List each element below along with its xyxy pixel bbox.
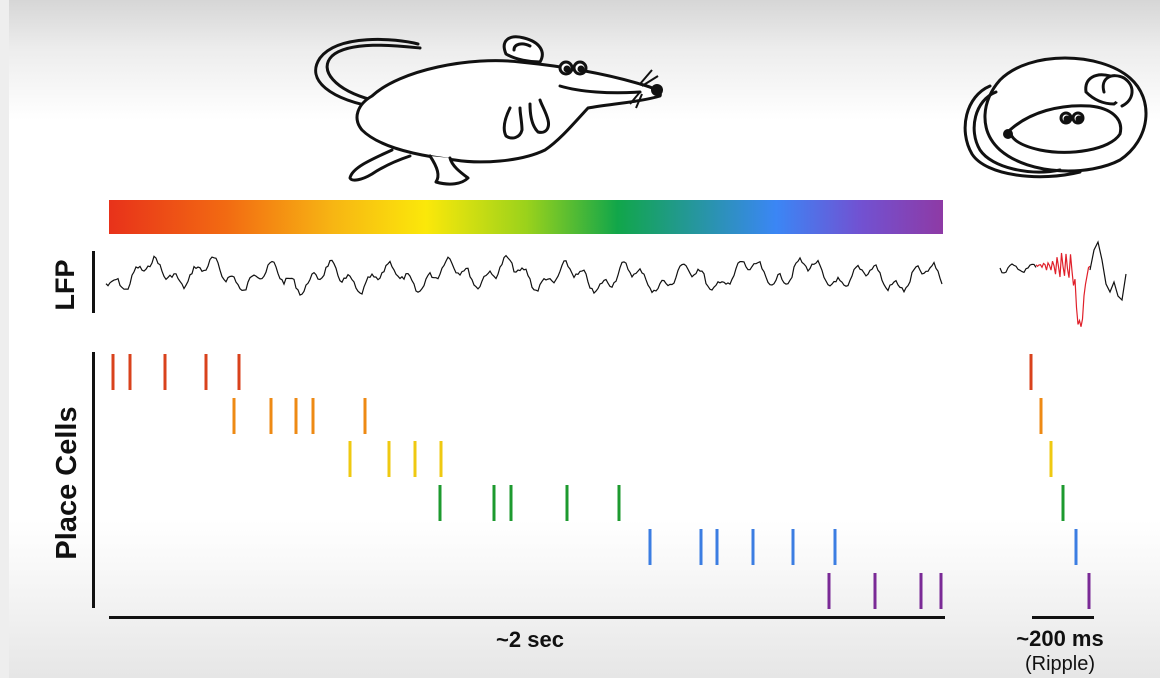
lfp-trace-sleep-tail	[1089, 240, 1127, 302]
ripple-label: (Ripple)	[1024, 653, 1096, 675]
ripple-time-scale-bar	[1032, 616, 1094, 619]
awake-time-scale-bar	[109, 616, 945, 619]
lfp-trace-awake	[105, 254, 943, 296]
lfp-axis-bar	[92, 251, 95, 313]
ripple-oscillation	[1035, 252, 1091, 327]
sleep-duration-label: ~200 ms	[1016, 626, 1104, 651]
place-cells-axis-bar	[92, 352, 95, 608]
position-color-gradient	[109, 200, 943, 234]
lfp-trace-sleep	[999, 263, 1037, 274]
awake-duration-label: ~2 sec	[496, 627, 564, 652]
left-edge-strip	[0, 0, 9, 678]
